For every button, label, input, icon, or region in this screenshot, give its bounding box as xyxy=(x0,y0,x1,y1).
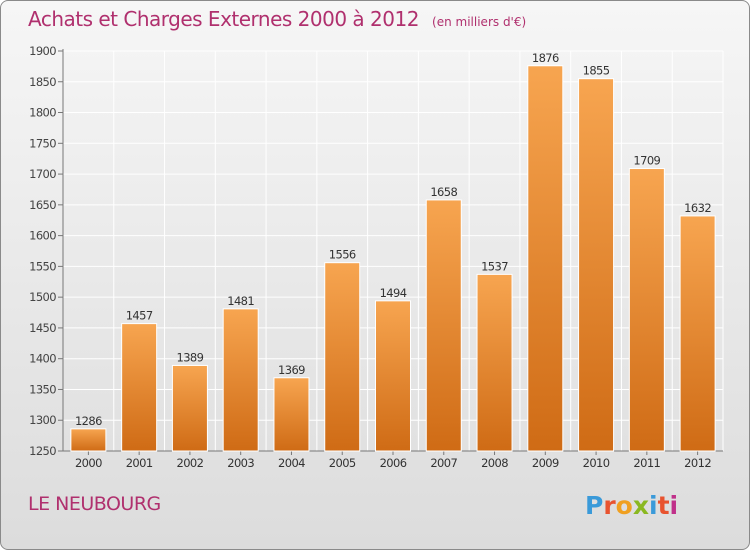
bar xyxy=(375,300,411,452)
bar xyxy=(121,323,158,452)
logo-letter: x xyxy=(632,491,649,520)
logo-letter: P xyxy=(585,491,604,520)
bar xyxy=(171,364,208,452)
y-tick-label: 1850 xyxy=(29,75,56,89)
bar xyxy=(476,273,513,452)
y-tick-label: 1400 xyxy=(29,352,56,366)
y-tick-label: 1600 xyxy=(29,229,56,243)
data-label: 1286 xyxy=(75,414,102,428)
x-tick-label: 2011 xyxy=(633,456,660,470)
bar xyxy=(628,168,665,452)
data-label: 1709 xyxy=(633,154,660,168)
chart-title: Achats et Charges Externes 2000 à 2012 xyxy=(28,7,419,31)
y-tick-label: 1650 xyxy=(29,198,56,212)
label-layer: 1286 1457 1389 1481 1369 1556 1494 1658 1537 1876… xyxy=(75,51,712,428)
data-label: 1537 xyxy=(481,259,508,273)
bar-layer xyxy=(70,65,716,452)
x-tick-label: 2007 xyxy=(430,456,457,470)
x-tick-label: 2002 xyxy=(176,456,203,470)
bar xyxy=(70,428,107,452)
x-tick-label: 2005 xyxy=(329,456,356,470)
y-tick-label: 1350 xyxy=(29,382,56,396)
x-tick-label: 2010 xyxy=(583,456,610,470)
data-label: 1658 xyxy=(430,185,457,199)
x-tick-label: 2009 xyxy=(532,456,559,470)
x-tick-label: 2008 xyxy=(481,456,508,470)
y-tick-label: 1500 xyxy=(29,290,56,304)
data-label: 1556 xyxy=(329,248,356,262)
bar xyxy=(527,65,564,452)
chart-subtitle: (en milliers d'€) xyxy=(432,15,527,29)
bar xyxy=(273,377,310,452)
data-label: 1855 xyxy=(583,64,610,78)
axis-layer: 1250 1300 1350 1400 1450 1500 1550 1600 1650 1700… xyxy=(29,44,723,470)
y-tick-label: 1900 xyxy=(29,44,56,58)
data-label: 1389 xyxy=(176,350,203,364)
logo-letter: o xyxy=(615,491,633,520)
logo-letter: t xyxy=(657,491,670,520)
logo-letter: i xyxy=(669,491,679,520)
bar xyxy=(324,262,361,452)
y-tick-label: 1700 xyxy=(29,167,56,181)
y-tick-label: 1300 xyxy=(29,413,56,427)
y-tick-label: 1550 xyxy=(29,259,56,273)
data-label: 1369 xyxy=(278,363,305,377)
y-tick-label: 1450 xyxy=(29,321,56,335)
city-name: LE NEUBOURG xyxy=(28,493,161,515)
logo-letter: r xyxy=(603,491,616,520)
y-tick-label: 1750 xyxy=(29,136,56,150)
x-tick-label: 2000 xyxy=(75,456,102,470)
bar xyxy=(425,199,462,452)
data-label: 1876 xyxy=(532,51,559,65)
bar xyxy=(222,308,259,452)
data-label: 1481 xyxy=(227,294,254,308)
x-tick-label: 2012 xyxy=(684,456,711,470)
bar xyxy=(578,78,615,452)
x-tick-label: 2001 xyxy=(126,456,153,470)
data-label: 1457 xyxy=(126,309,153,323)
x-tick-label: 2003 xyxy=(227,456,254,470)
x-tick-label: 2004 xyxy=(278,456,305,470)
data-label: 1494 xyxy=(380,286,407,300)
y-tick-label: 1250 xyxy=(29,444,56,458)
title-row: Achats et Charges Externes 2000 à 2012 (… xyxy=(28,7,526,31)
logo-letter: i xyxy=(649,491,658,520)
y-tick-label: 1800 xyxy=(29,106,56,120)
proxiti-logo[interactable]: Proxiti xyxy=(585,491,678,520)
data-label: 1632 xyxy=(684,201,711,215)
x-tick-label: 2006 xyxy=(380,456,407,470)
bar xyxy=(679,215,716,452)
